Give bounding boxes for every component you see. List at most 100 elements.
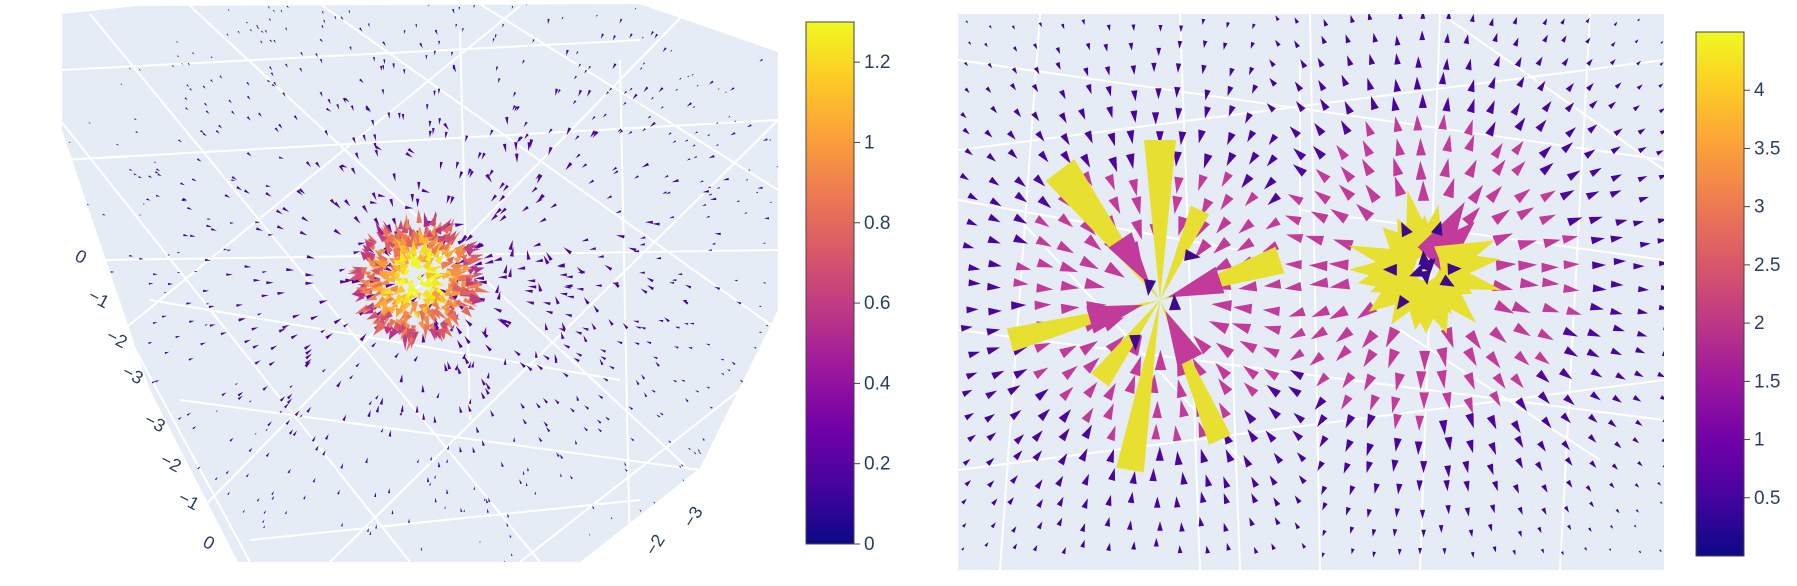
field-cone xyxy=(1335,345,1352,362)
field-cone xyxy=(299,230,308,236)
field-cone xyxy=(268,6,270,9)
field-cone xyxy=(673,503,676,506)
field-cone xyxy=(484,497,486,501)
field-cone xyxy=(1130,65,1136,75)
field-cone xyxy=(154,161,157,163)
field-cone xyxy=(1341,394,1353,410)
field-cone xyxy=(272,9,275,13)
field-cone xyxy=(1363,348,1378,368)
field-cone xyxy=(118,458,121,460)
field-cone xyxy=(985,390,998,400)
field-cone xyxy=(279,410,283,414)
field-cone xyxy=(178,416,182,420)
field-cone xyxy=(561,321,566,330)
field-cone xyxy=(1609,59,1616,66)
field-cone xyxy=(252,344,260,349)
field-cone xyxy=(736,301,742,305)
field-cone xyxy=(1367,77,1375,91)
field-cone xyxy=(1013,450,1023,461)
charge-cone xyxy=(455,299,467,309)
charge-cone xyxy=(1409,265,1425,277)
field-cone xyxy=(1540,548,1544,554)
field-cone xyxy=(481,378,486,386)
field-cone xyxy=(641,36,644,39)
field-cone xyxy=(206,303,210,305)
field-cone xyxy=(1266,103,1276,113)
field-cone xyxy=(500,461,504,467)
field-cone xyxy=(1315,168,1331,184)
field-cone xyxy=(561,16,564,20)
field-cone xyxy=(789,247,794,249)
field-cone xyxy=(563,247,572,255)
field-cone xyxy=(717,88,720,90)
field-cone xyxy=(1512,37,1519,47)
field-cone xyxy=(714,232,721,236)
field-cone xyxy=(348,10,350,14)
field-cone xyxy=(678,465,682,468)
field-cone xyxy=(1366,442,1374,457)
field-cone xyxy=(1106,448,1114,463)
charge-cone xyxy=(397,219,404,230)
field-cone xyxy=(1152,400,1162,419)
field-cone xyxy=(654,33,658,39)
field-cone xyxy=(1125,153,1135,169)
charge-cone xyxy=(425,272,437,280)
field-cone xyxy=(1328,259,1349,271)
charge-cone xyxy=(453,255,463,264)
field-cone xyxy=(315,53,318,58)
field-cone xyxy=(227,491,230,496)
colorbar-tick-label: 0.2 xyxy=(864,454,890,475)
field-cone xyxy=(694,131,698,134)
field-cone xyxy=(751,447,754,450)
field-cone xyxy=(1321,485,1328,495)
field-cone xyxy=(797,227,799,228)
field-cone xyxy=(305,281,314,285)
field-cone xyxy=(1442,134,1452,153)
field-cone xyxy=(1058,428,1070,442)
field-cone xyxy=(373,134,377,141)
field-cone xyxy=(962,522,967,528)
field-cone xyxy=(265,452,270,457)
field-cone xyxy=(184,97,188,101)
field-cone xyxy=(1612,394,1622,403)
field-cone xyxy=(245,21,249,24)
field-cone xyxy=(285,63,288,68)
charge-cone xyxy=(417,292,422,301)
charge-cone xyxy=(444,310,453,322)
field-cone xyxy=(583,426,588,432)
scene-2[interactable] xyxy=(958,11,1673,570)
field-cone xyxy=(1174,496,1181,508)
field-cone xyxy=(1124,374,1136,394)
field-cone xyxy=(1081,498,1088,509)
field-cone xyxy=(1079,523,1086,533)
field-cone xyxy=(513,91,517,98)
field-cone xyxy=(481,391,486,400)
field-cone xyxy=(968,264,981,271)
field-cone xyxy=(265,428,268,431)
field-cone xyxy=(1266,154,1278,167)
field-cone xyxy=(460,507,463,512)
field-cone xyxy=(1341,120,1352,135)
field-cone xyxy=(1563,260,1580,270)
field-cone xyxy=(518,136,523,143)
field-cone xyxy=(443,122,449,131)
field-cone xyxy=(227,9,230,12)
charge-cone xyxy=(413,255,421,265)
field-cone xyxy=(289,384,293,388)
field-cone xyxy=(225,470,229,475)
field-cone xyxy=(640,327,646,330)
field-cone xyxy=(715,122,719,125)
field-cone xyxy=(455,23,458,28)
field-cone xyxy=(1637,176,1648,183)
field-cone xyxy=(1373,483,1380,494)
field-cone xyxy=(311,436,316,442)
field-cone xyxy=(736,200,740,202)
charge-cone xyxy=(416,311,421,318)
field-cone xyxy=(255,221,261,224)
field-cone xyxy=(1589,302,1604,311)
field-cone xyxy=(298,188,306,195)
field-cone xyxy=(639,67,643,70)
field-cone xyxy=(758,331,762,334)
field-cone xyxy=(1512,549,1516,556)
scene-1[interactable]: 0−1−2−3−3−2−10−3−2 xyxy=(42,0,890,586)
